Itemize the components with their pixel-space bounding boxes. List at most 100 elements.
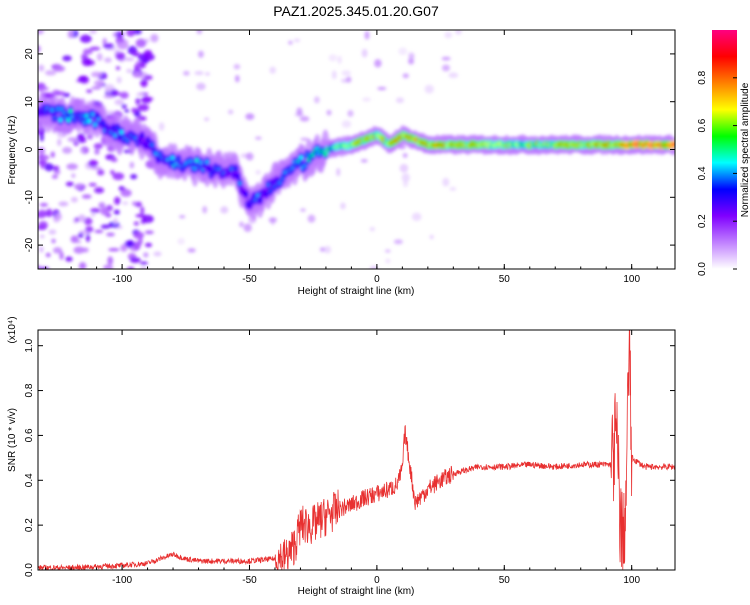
spectrogram-noise-blob (58, 201, 69, 207)
spectrogram-noise-blob (78, 262, 87, 269)
spectrogram-noise-blob (455, 30, 462, 35)
spectrogram-ridge-core (149, 142, 155, 148)
spectrogram-ridge-core (52, 115, 57, 121)
spectrogram-noise-blob (399, 163, 409, 173)
spectrogram-noise-blob (76, 133, 85, 143)
spectrogram-noise-blob (81, 247, 89, 253)
x-tick-label: 100 (623, 575, 640, 586)
spectrogram-noise-blob (129, 257, 141, 263)
spectrogram-ridge-core (188, 158, 194, 164)
spectrogram-noise-blob (293, 38, 301, 43)
spectrogram-noise-blob (336, 167, 341, 177)
spectrogram-noise-blob (106, 232, 115, 237)
spectrogram-noise-blob (131, 52, 141, 57)
spectrogram-noise-blob (53, 65, 66, 72)
spectrogram-noise-blob (70, 235, 79, 244)
spectrogram-noise-blob (384, 249, 391, 253)
spectrogram-noise-blob (53, 165, 60, 172)
spectrogram-noise-blob (94, 187, 105, 194)
spectrogram-noise-blob (307, 214, 316, 223)
spectrogram-noise-blob (40, 163, 45, 169)
snr-y-axis-label: SNR (10 * v/v) (7, 408, 18, 472)
spectrogram-noise-blob (100, 207, 110, 216)
spectrogram-noise-blob (67, 137, 78, 142)
y-tick-label: 0.4 (24, 473, 35, 487)
spectrogram-noise-blob (116, 76, 122, 84)
x-tick-label: -50 (242, 274, 257, 285)
spectrogram-noise-blob (94, 148, 100, 155)
spectrogram-noise-blob (100, 224, 111, 229)
spectrogram-noise-blob (337, 55, 342, 64)
spectrogram-noise-blob (115, 52, 126, 61)
spectrogram-noise-blob (288, 40, 293, 45)
x-tick-label: 50 (499, 575, 511, 586)
y-tick-label: 0.0 (24, 563, 35, 577)
spectrogram-noise-blob (113, 209, 120, 215)
y-tick-label: 0.2 (24, 518, 35, 532)
spectrogram-noise-blob (227, 109, 234, 115)
spectrogram-noise-blob (340, 202, 346, 210)
spectrogram-noise-blob (38, 221, 48, 230)
spectrogram-x-axis-label: Height of straight line (km) (298, 286, 415, 297)
spectrogram-noise-blob (140, 96, 152, 104)
spectrogram-noise-blob (78, 75, 88, 83)
spectrogram-noise-blob (71, 173, 76, 178)
spectrogram-noise-blob (300, 137, 309, 141)
spectrogram-noise-blob (268, 217, 278, 223)
spectrogram-noise-blob (91, 86, 102, 90)
spectrogram-noise-blob (65, 256, 73, 262)
spectrogram-noise-blob (115, 66, 121, 70)
spectrogram-noise-blob (86, 89, 93, 93)
spectrogram-ridge-core (176, 157, 181, 162)
spectrogram-noise-blob (314, 96, 320, 104)
y-tick-label: 0.6 (24, 428, 35, 442)
spectrogram-ridge-core (101, 121, 106, 126)
spectrogram-noise-blob (205, 72, 210, 76)
spectrogram-noise-blob (158, 122, 165, 131)
spectrogram-noise-blob (135, 92, 145, 97)
spectrogram-noise-blob (144, 75, 153, 81)
spectrogram-ridge-core (233, 166, 238, 171)
spectrogram-noise-blob (441, 64, 451, 72)
spectrogram-noise-blob (331, 70, 337, 80)
spectrogram-y-axis-label: Frequency (Hz) (7, 116, 18, 185)
spectrogram-noise-blob (39, 86, 50, 91)
spectrogram-noise-blob (133, 231, 145, 239)
spectrogram-noise-blob (119, 91, 129, 99)
spectrogram-noise-blob (85, 226, 94, 233)
spectrogram-noise-blob (449, 187, 457, 191)
spectrogram-noise-blob (66, 163, 78, 170)
spectrogram-ridge-core (671, 142, 675, 147)
spectrogram-noise-blob (38, 154, 50, 161)
spectrogram-noise-blob (38, 64, 45, 72)
snr-line-layer (38, 330, 675, 570)
spectrogram-noise-blob (90, 208, 101, 213)
x-tick-label: -100 (112, 575, 132, 586)
spectrogram-noise-blob (324, 245, 331, 254)
spectrogram-noise-blob (114, 99, 124, 106)
spectrogram-noise-blob (38, 209, 48, 218)
spectrogram-noise-blob (150, 33, 159, 43)
spectrogram-noise-blob (143, 49, 153, 57)
spectrogram-ridge-core (298, 155, 304, 160)
spectrogram-ridge-core (257, 198, 263, 203)
spectrogram-noise-blob (135, 97, 141, 105)
spectrogram-noise-blob (90, 213, 96, 217)
x-tick-label: 0 (374, 575, 380, 586)
colorbar-ticks: 0.0 0.2 0.4 0.6 0.8 (697, 70, 737, 276)
spectrogram-noise-blob (89, 46, 101, 51)
snr-ticks: -100 -50 0 50 100 0.0 0.2 0.4 0.6 0.8 1.0 (24, 330, 675, 586)
spectrogram-noise-blob (177, 238, 185, 245)
spectrogram-noise-blob (442, 177, 450, 187)
spectrogram-noise-blob (94, 229, 104, 233)
spectrogram-noise-blob (119, 186, 124, 190)
snr-frame (37, 329, 676, 571)
spectrogram-noise-blob (299, 116, 310, 122)
colorbar-tick-label: 0.2 (697, 214, 708, 228)
spectrogram-noise-blob (395, 97, 405, 104)
spectrogram-noise-blob (131, 201, 137, 206)
spectrogram-noise-blob (196, 30, 203, 35)
spectrogram-noise-blob (67, 30, 74, 39)
spectrogram-noise-blob (102, 37, 107, 46)
